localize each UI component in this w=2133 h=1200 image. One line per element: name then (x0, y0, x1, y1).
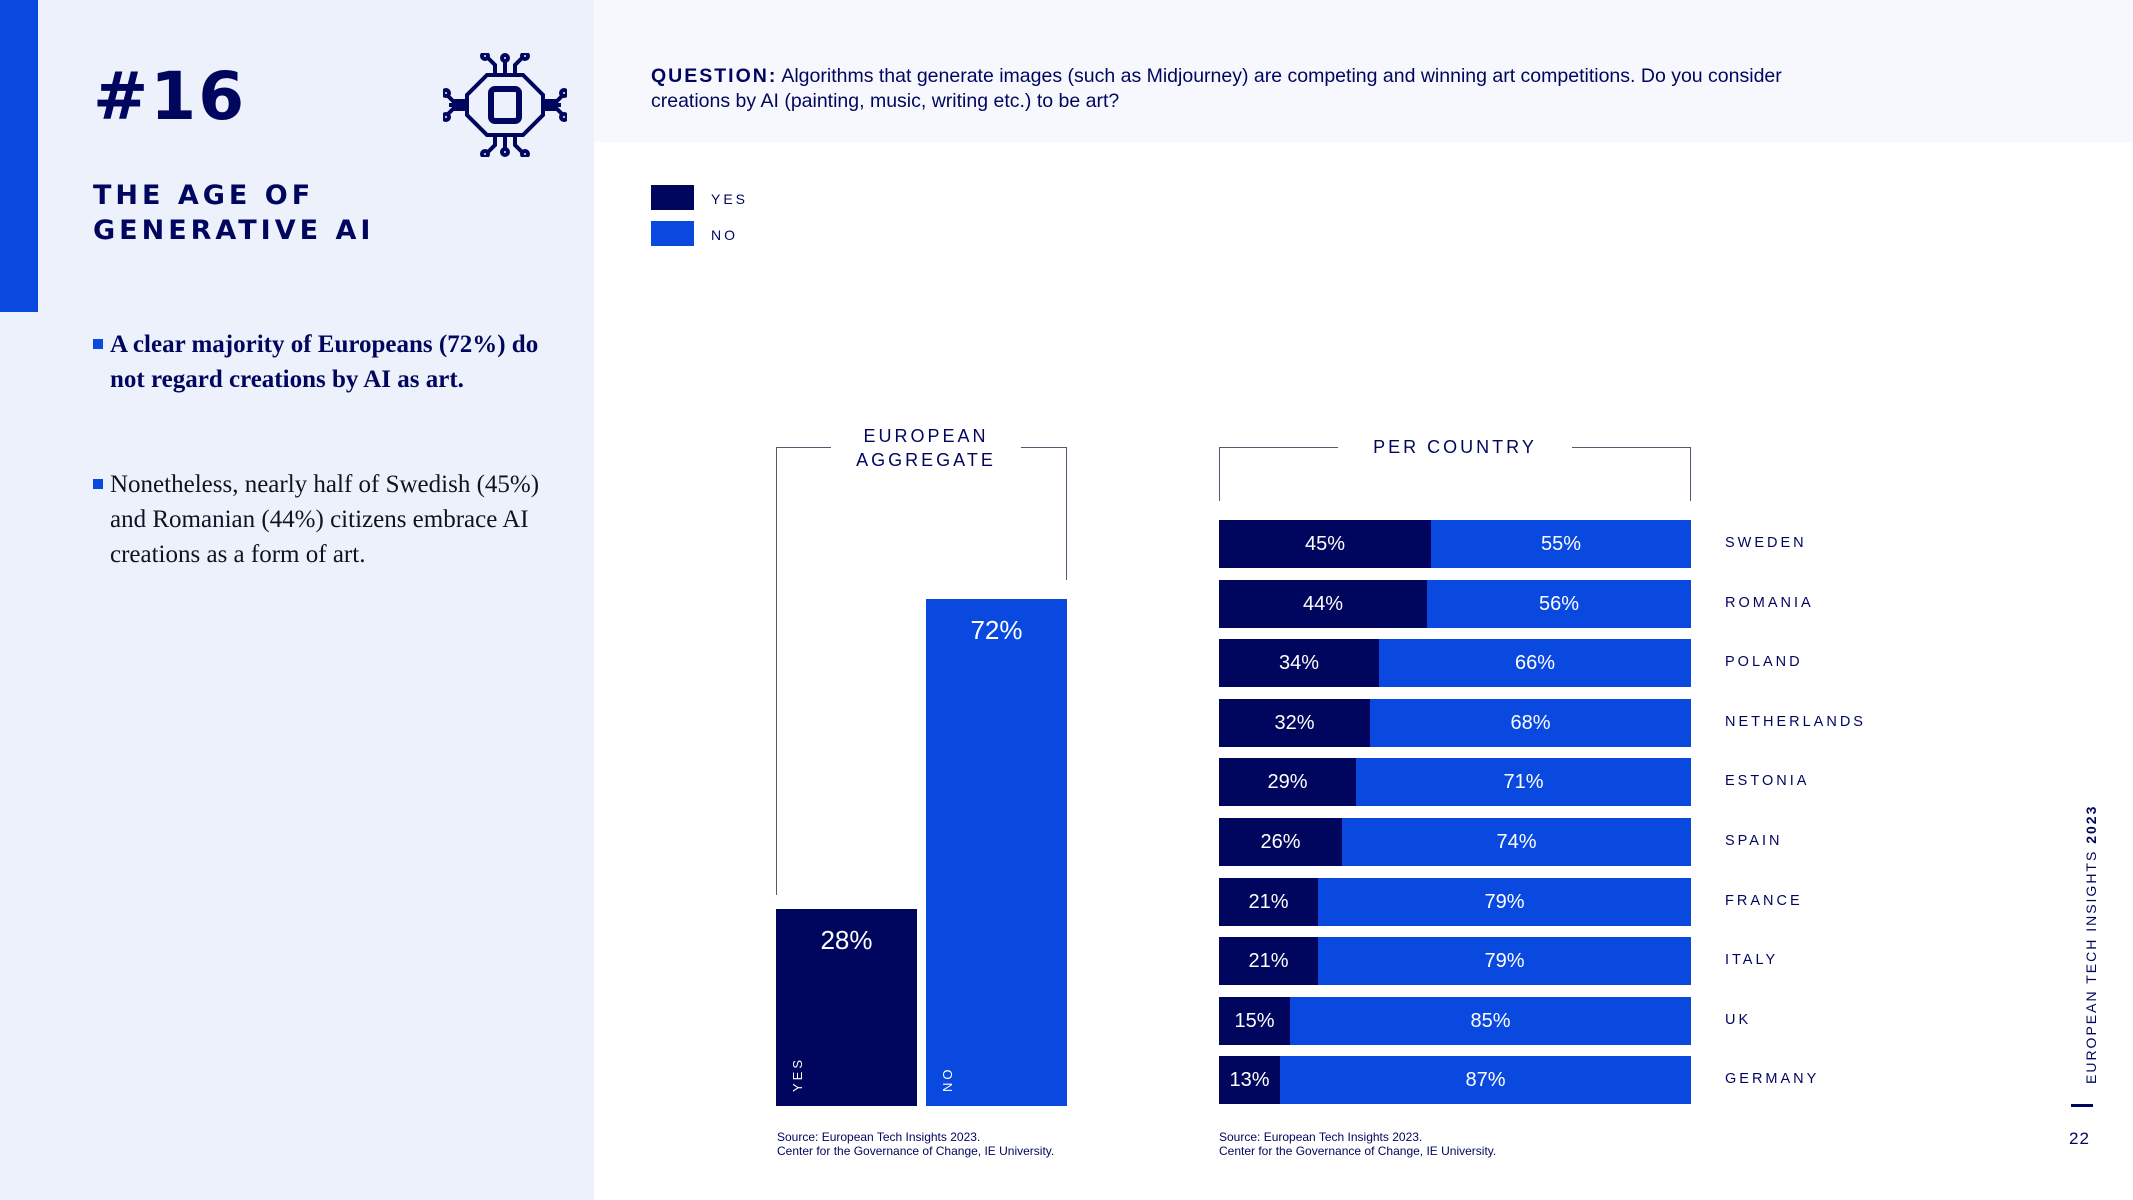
country-label: ROMANIA (1725, 595, 1814, 611)
slide-title: THE AGE OF GENERATIVE AI (93, 178, 523, 248)
country-bar-no: 85% (1290, 997, 1691, 1045)
country-bar-yes: 21% (1219, 937, 1318, 985)
bracket-line (1219, 447, 1338, 448)
country-label: SWEDEN (1725, 535, 1807, 551)
side-label: EUROPEAN TECH INSIGHTS 2023 (2083, 805, 2099, 1084)
country-row: 13% 87% (1219, 1056, 1691, 1104)
bullet-square (93, 339, 103, 349)
country-label: SPAIN (1725, 833, 1783, 849)
country-bar-no: 66% (1379, 639, 1691, 687)
bullet-square (93, 479, 103, 489)
bullet-1: A clear majority of Europeans (72%) do n… (93, 327, 570, 397)
country-bar-no: 79% (1318, 937, 1691, 985)
country-label: GERMANY (1725, 1071, 1820, 1087)
country-bar-no: 56% (1427, 580, 1691, 628)
country-chart-title: PER COUNTRY (1373, 437, 1537, 457)
country-bar-no: 68% (1370, 699, 1691, 747)
aggregate-axis-label-yes: YES (790, 1056, 805, 1092)
country-source: Source: European Tech Insights 2023. Cen… (1219, 1130, 1496, 1158)
country-bar-no: 71% (1356, 758, 1691, 806)
country-row: 21% 79% (1219, 937, 1691, 985)
legend-yes-label: YES (711, 191, 749, 207)
side-label-year: 2023 (2083, 804, 2099, 844)
bracket-line (776, 447, 777, 895)
title-line-2: GENERATIVE AI (93, 215, 375, 246)
country-bar-yes: 21% (1219, 878, 1318, 926)
question-text: Algorithms that generate images (such as… (651, 65, 1782, 112)
country-bar-yes: 15% (1219, 997, 1290, 1045)
country-label: ITALY (1725, 952, 1779, 968)
source-line-1: Source: European Tech Insights 2023. (777, 1130, 981, 1144)
country-bar-yes: 26% (1219, 818, 1342, 866)
legend-yes-swatch (651, 185, 694, 210)
country-row: 32% 68% (1219, 699, 1691, 747)
question-label: QUESTION: (651, 65, 778, 87)
aggregate-axis-label-no: NO (940, 1066, 955, 1093)
country-bar-yes: 34% (1219, 639, 1379, 687)
bullet-1-text: A clear majority of Europeans (72%) do n… (110, 331, 539, 393)
aggregate-bar-no: 72% NO (926, 599, 1067, 1106)
country-bar-yes: 44% (1219, 580, 1427, 628)
bracket-line (1066, 447, 1067, 580)
country-row: 29% 71% (1219, 758, 1691, 806)
country-row: 44% 56% (1219, 580, 1691, 628)
page-number: 22 (2069, 1129, 2090, 1148)
bracket-line (1021, 447, 1066, 448)
aggregate-source: Source: European Tech Insights 2023. Cen… (777, 1130, 1054, 1158)
country-bar-no: 87% (1280, 1056, 1691, 1104)
question: QUESTION: Algorithms that generate images… (651, 64, 1851, 114)
source-line-2: Center for the Governance of Change, IE … (1219, 1144, 1497, 1158)
source-line-2: Center for the Governance of Change, IE … (777, 1144, 1055, 1158)
country-label: POLAND (1725, 654, 1803, 670)
country-bar-yes: 45% (1219, 520, 1431, 568)
aggregate-bar-no-label: 72% (970, 615, 1023, 645)
legend-no-label: NO (711, 227, 738, 243)
bullet-2-text: Nonetheless, nearly half of Swedish (45%… (110, 471, 540, 568)
country-bar-no: 55% (1431, 520, 1691, 568)
side-label-text: EUROPEAN TECH INSIGHTS (2083, 849, 2099, 1084)
accent-bar (0, 0, 38, 312)
title-line-1: THE AGE OF (93, 180, 315, 211)
country-label: NETHERLANDS (1725, 714, 1866, 730)
country-bar-no: 79% (1318, 878, 1691, 926)
country-row: 26% 74% (1219, 818, 1691, 866)
source-line-1: Source: European Tech Insights 2023. (1219, 1130, 1423, 1144)
country-label: UK (1725, 1012, 1752, 1028)
aggregate-chart-title: EUROPEAN AGGREGATE (856, 426, 996, 470)
country-bar-yes: 13% (1219, 1056, 1280, 1104)
country-row: 15% 85% (1219, 997, 1691, 1045)
left-panel (0, 0, 594, 1200)
country-row: 45% 55% (1219, 520, 1691, 568)
bracket-line (1572, 447, 1691, 448)
bracket-line (1219, 447, 1220, 501)
country-row: 34% 66% (1219, 639, 1691, 687)
question-band (594, 0, 2133, 142)
country-label: ESTONIA (1725, 773, 1810, 789)
legend-no-swatch (651, 221, 694, 246)
country-bar-yes: 32% (1219, 699, 1370, 747)
country-row: 21% 79% (1219, 878, 1691, 926)
bracket-line (1690, 447, 1691, 501)
country-bar-yes: 29% (1219, 758, 1356, 806)
slide-number: #16 (93, 58, 247, 135)
bullet-2: Nonetheless, nearly half of Swedish (45%… (93, 467, 570, 572)
ai-chip-icon (443, 53, 567, 157)
side-rule (2071, 1104, 2093, 1107)
bracket-line (776, 447, 831, 448)
aggregate-bar-yes-label: 28% (820, 925, 873, 955)
aggregate-bar-yes: 28% YES (776, 909, 917, 1106)
country-bar-no: 74% (1342, 818, 1691, 866)
country-label: FRANCE (1725, 893, 1803, 909)
